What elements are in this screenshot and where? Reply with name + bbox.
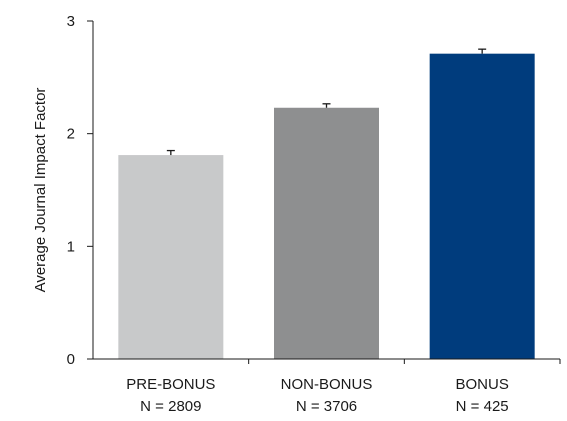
y-tick-label: 3 <box>67 13 75 30</box>
bars <box>118 53 535 360</box>
y-axis-ticks: 0 1 2 3 <box>67 13 93 368</box>
category-label: BONUS <box>455 376 508 393</box>
y-tick-label: 2 <box>67 126 75 143</box>
category-label: NON-BONUS <box>281 376 373 393</box>
bar-non-bonus <box>274 107 379 360</box>
category-n-label: N = 425 <box>456 398 509 415</box>
category-n-label: N = 2809 <box>140 398 201 415</box>
bar-pre-bonus <box>118 155 224 359</box>
bar-bonus <box>429 53 535 359</box>
error-bars <box>166 48 487 156</box>
category-label: PRE-BONUS <box>126 376 215 393</box>
y-tick-label: 1 <box>67 238 75 255</box>
category-n-label: N = 3706 <box>296 398 357 415</box>
y-tick-label: 0 <box>67 351 75 368</box>
category-labels: PRE-BONUS N = 2809 NON-BONUS N = 3706 BONUS N… <box>126 359 561 415</box>
y-axis-title: Average Journal Impact Factor <box>32 88 49 293</box>
